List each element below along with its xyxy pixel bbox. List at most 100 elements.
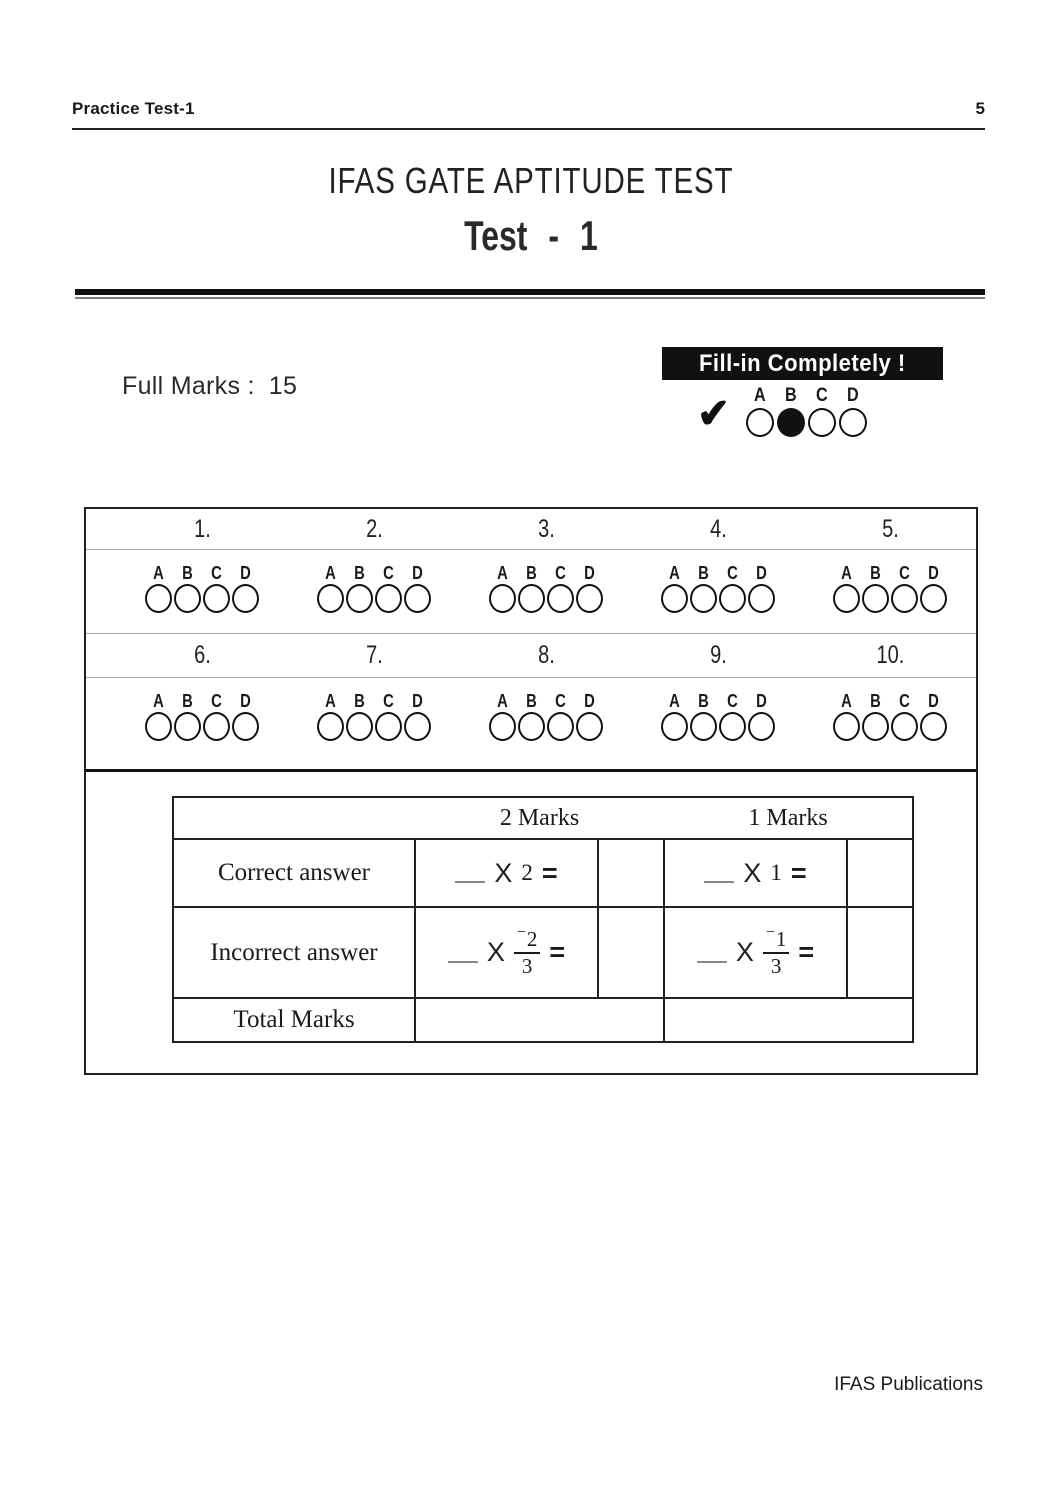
example-bubble-d bbox=[838, 408, 867, 437]
fill-blank bbox=[704, 869, 735, 883]
example-option-c: C bbox=[807, 386, 836, 437]
option-letter: D bbox=[756, 691, 767, 711]
bubble-q1-d[interactable] bbox=[232, 584, 259, 613]
option-letter: C bbox=[211, 691, 222, 711]
example-option-a: A bbox=[745, 386, 774, 437]
marks-table-wrap: 2 Marks 1 Marks Correct answer X 2 = bbox=[172, 796, 976, 1043]
bubble-q7-b[interactable] bbox=[346, 712, 373, 741]
bubble-q2-b[interactable] bbox=[346, 584, 373, 613]
option-letter: D bbox=[928, 563, 939, 583]
page-title: IFAS GATE APTITUDE TEST bbox=[328, 160, 733, 201]
bubble-q1-b[interactable] bbox=[174, 584, 201, 613]
bubble-q1-a[interactable] bbox=[145, 584, 172, 613]
bubble-q2-d[interactable] bbox=[404, 584, 431, 613]
fill-blank bbox=[455, 869, 486, 883]
bubble-q7-d[interactable] bbox=[404, 712, 431, 741]
option-letter: D bbox=[412, 691, 423, 711]
header-title: Practice Test-1 bbox=[72, 99, 195, 118]
bubble-q2-c[interactable] bbox=[375, 584, 402, 613]
bubble-q3-a[interactable] bbox=[489, 584, 516, 613]
bubble-q7-c[interactable] bbox=[375, 712, 402, 741]
bubble-q8-d[interactable] bbox=[576, 712, 603, 741]
option-letter: C bbox=[555, 691, 566, 711]
bubble-q5-c[interactable] bbox=[891, 584, 918, 613]
bubble-q5-d[interactable] bbox=[920, 584, 947, 613]
option-letter: D bbox=[846, 385, 859, 406]
marks-header-empty bbox=[173, 797, 415, 840]
option-letter: A bbox=[325, 691, 336, 711]
denominator: 3 bbox=[770, 953, 782, 978]
full-marks-label: Full Marks : bbox=[122, 372, 255, 400]
header-rule bbox=[72, 128, 985, 130]
bubble-q6-b[interactable] bbox=[174, 712, 201, 741]
bubble-q9-c[interactable] bbox=[719, 712, 746, 741]
option-letter: C bbox=[383, 563, 394, 583]
bubble-q6-a[interactable] bbox=[145, 712, 172, 741]
denominator: 3 bbox=[521, 953, 533, 978]
fraction: −2 3 bbox=[513, 925, 541, 978]
fill-in-banner: Fill-in Completely ! bbox=[662, 347, 943, 380]
bubble-q7-a[interactable] bbox=[317, 712, 344, 741]
full-marks-value: 15 bbox=[268, 372, 298, 400]
option-letter: C bbox=[555, 563, 566, 583]
option-letter: D bbox=[756, 563, 767, 583]
option-letter: A bbox=[153, 563, 164, 583]
times-symbol: X bbox=[486, 937, 505, 967]
option-letter: A bbox=[669, 563, 680, 583]
option-letter: C bbox=[727, 691, 738, 711]
option-letter: A bbox=[497, 563, 508, 583]
row-label-total: Total Marks bbox=[172, 997, 416, 1043]
bubble-q6-c[interactable] bbox=[203, 712, 230, 741]
bubble-q4-d[interactable] bbox=[748, 584, 775, 613]
result-cell-correct-2marks bbox=[596, 838, 666, 908]
option-letter: D bbox=[412, 563, 423, 583]
example-bubble-b-filled bbox=[776, 408, 805, 437]
bubble-q2-a[interactable] bbox=[317, 584, 344, 613]
bubble-q3-b[interactable] bbox=[518, 584, 545, 613]
option-letter: B bbox=[182, 563, 193, 583]
bubble-q3-d[interactable] bbox=[576, 584, 603, 613]
option-letter: B bbox=[870, 691, 881, 711]
bubble-q10-c[interactable] bbox=[891, 712, 918, 741]
page-number: 5 bbox=[975, 99, 985, 118]
bubble-q4-b[interactable] bbox=[690, 584, 717, 613]
bubble-q3-c[interactable] bbox=[547, 584, 574, 613]
bubble-q5-b[interactable] bbox=[862, 584, 889, 613]
fill-in-example: A B C D bbox=[745, 386, 867, 437]
bubble-q9-b[interactable] bbox=[690, 712, 717, 741]
bubble-q6-d[interactable] bbox=[232, 712, 259, 741]
bubble-q8-a[interactable] bbox=[489, 712, 516, 741]
question-number-5: 5. bbox=[881, 514, 899, 543]
bubble-q9-d[interactable] bbox=[748, 712, 775, 741]
option-letter: B bbox=[182, 691, 193, 711]
bubble-q5-a[interactable] bbox=[833, 584, 860, 613]
bubble-q10-a[interactable] bbox=[833, 712, 860, 741]
option-letter: A bbox=[153, 691, 164, 711]
bubble-q10-b[interactable] bbox=[862, 712, 889, 741]
question-number-8: 8. bbox=[537, 641, 555, 669]
bubble-q4-a[interactable] bbox=[661, 584, 688, 613]
result-cell-incorrect-1marks bbox=[846, 906, 915, 999]
option-letter: D bbox=[928, 691, 939, 711]
bubble-q4-c[interactable] bbox=[719, 584, 746, 613]
formula-correct-1marks: X 1 = bbox=[663, 838, 849, 908]
bubble-q1-c[interactable] bbox=[203, 584, 230, 613]
equals-symbol: = bbox=[541, 857, 558, 888]
bubble-q10-d[interactable] bbox=[920, 712, 947, 741]
option-letter: C bbox=[899, 563, 910, 583]
times-symbol: X bbox=[735, 937, 754, 967]
bubble-q9-a[interactable] bbox=[661, 712, 688, 741]
total-cell-1marks bbox=[663, 997, 915, 1043]
times-symbol: X bbox=[494, 857, 513, 888]
formula-incorrect-2marks: X −2 3 = bbox=[414, 906, 599, 999]
option-letter: A bbox=[841, 563, 852, 583]
question-number-10: 10. bbox=[876, 641, 904, 669]
bubble-q8-c[interactable] bbox=[547, 712, 574, 741]
bubble-q8-b[interactable] bbox=[518, 712, 545, 741]
